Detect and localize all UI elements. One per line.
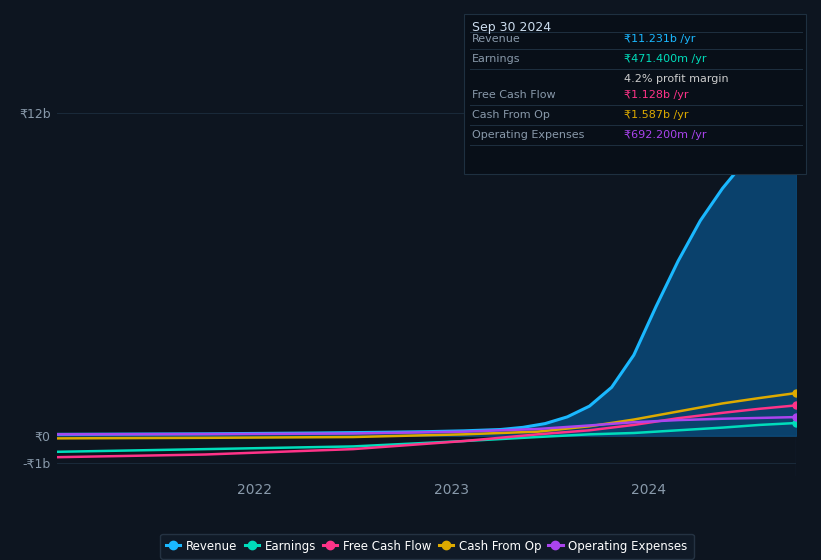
Text: ₹1.128b /yr: ₹1.128b /yr [624,90,689,100]
Legend: Revenue, Earnings, Free Cash Flow, Cash From Op, Operating Expenses: Revenue, Earnings, Free Cash Flow, Cash … [160,534,694,559]
Text: ₹471.400m /yr: ₹471.400m /yr [624,54,706,64]
Text: ₹1.587b /yr: ₹1.587b /yr [624,110,689,120]
Text: Free Cash Flow: Free Cash Flow [472,90,556,100]
Text: ₹692.200m /yr: ₹692.200m /yr [624,130,706,140]
Text: Sep 30 2024: Sep 30 2024 [472,21,551,34]
Text: Earnings: Earnings [472,54,521,64]
Text: ₹11.231b /yr: ₹11.231b /yr [624,34,695,44]
Text: Operating Expenses: Operating Expenses [472,130,585,140]
Text: Revenue: Revenue [472,34,521,44]
Text: 4.2% profit margin: 4.2% profit margin [624,74,728,84]
Text: Cash From Op: Cash From Op [472,110,550,120]
